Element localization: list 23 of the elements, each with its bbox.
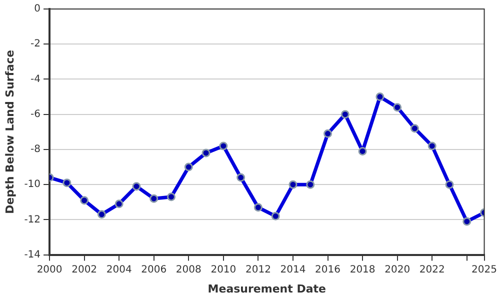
x-tick-label: 2020: [384, 264, 410, 276]
x-tick-label: 2000: [36, 264, 62, 276]
x-tick-label: 2025: [472, 264, 497, 276]
y-tick-label: -4: [30, 74, 41, 85]
y-tick-label: -10: [24, 179, 41, 190]
x-tick-label: 2004: [106, 264, 132, 276]
x-tick-label: 2010: [210, 264, 236, 276]
x-tick-label: 2014: [280, 264, 306, 276]
y-tick-label: -6: [30, 108, 41, 120]
y-tick-label: -14: [24, 249, 41, 260]
x-tick-label: 2012: [245, 264, 271, 276]
x-axis-title: Measurement Date: [208, 282, 326, 296]
y-tick-label: -2: [30, 38, 41, 50]
y-tick-label: -12: [24, 214, 41, 226]
y-tick-label: 0: [34, 4, 41, 15]
x-tick-label: 2018: [350, 264, 376, 276]
x-tick-label: 2002: [72, 264, 98, 276]
x-tick-label: 2016: [315, 264, 340, 276]
x-tick-label: 2022: [419, 264, 445, 276]
x-tick-label: 2006: [141, 264, 167, 276]
y-axis-title: Depth Below Land Surface: [3, 50, 16, 214]
y-tick-label: -8: [30, 144, 41, 156]
x-tick-label: 2008: [176, 264, 202, 276]
